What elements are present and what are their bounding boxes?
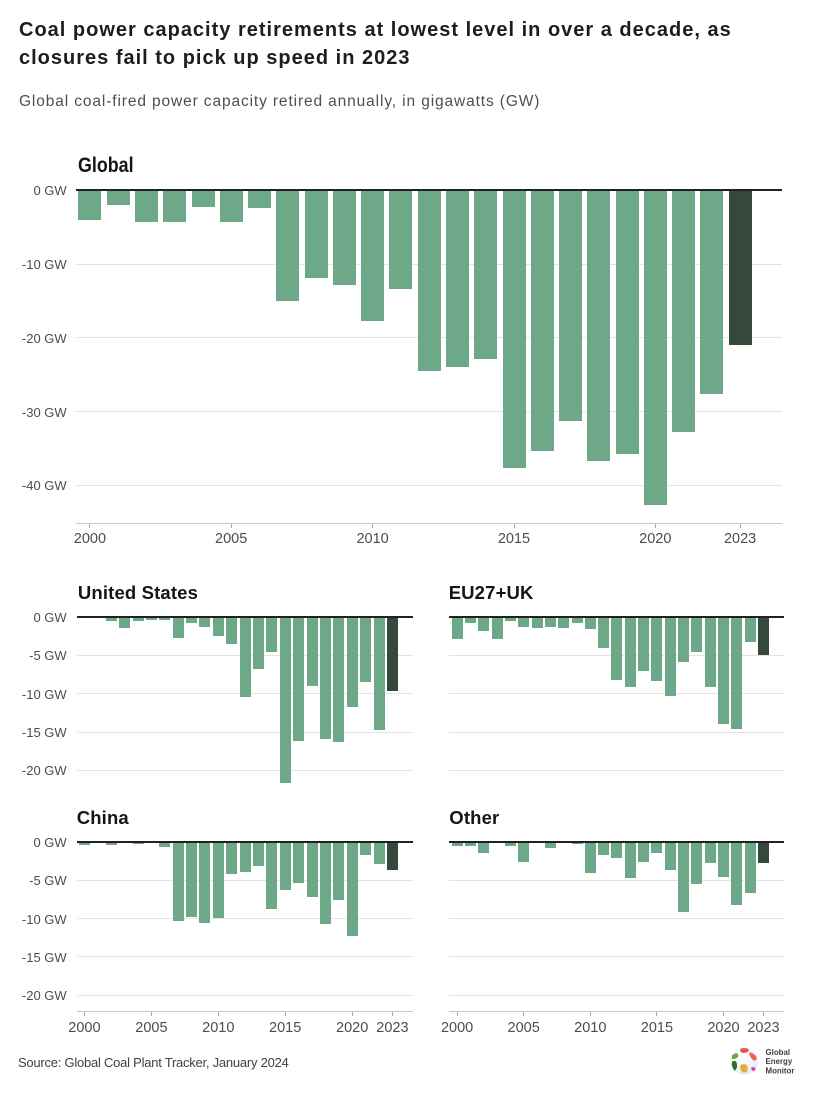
svg-text:Energy: Energy — [766, 1057, 793, 1066]
svg-text:Global: Global — [766, 1048, 791, 1057]
svg-text:Monitor: Monitor — [766, 1066, 795, 1075]
